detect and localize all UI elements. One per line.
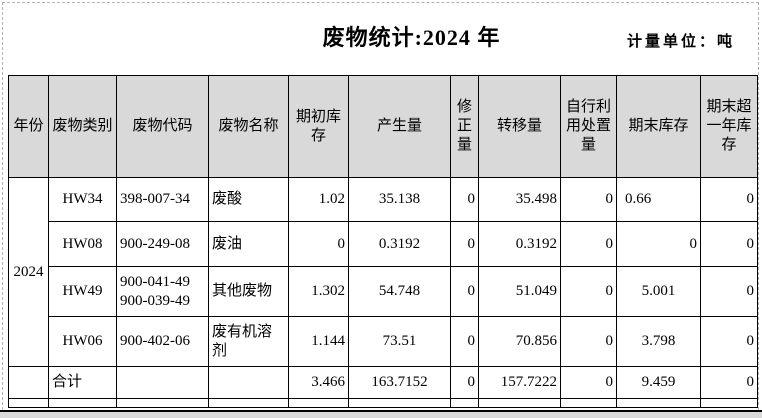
cell-generated[interactable]: 35.138 <box>348 177 451 222</box>
cell-name[interactable]: 其他废物 <box>208 266 289 317</box>
cell-transferred[interactable]: 51.049 <box>478 266 561 317</box>
cell-code[interactable]: 900-402-06 <box>116 316 209 367</box>
cell-generated[interactable]: 0.3192 <box>348 221 451 267</box>
cell-name[interactable]: 废酸 <box>208 177 289 222</box>
year-cell[interactable]: 2024 <box>8 177 49 367</box>
total-name-empty[interactable] <box>208 366 289 399</box>
cell-name[interactable]: 废有机溶剂 <box>208 316 289 367</box>
cell-opening[interactable]: 0 <box>288 221 349 267</box>
cell-code[interactable]: 900-249-08 <box>116 221 209 267</box>
cell-transferred[interactable]: 35.498 <box>478 177 561 222</box>
cell-over-one-year[interactable]: 0 <box>700 316 758 367</box>
header-generated-amount[interactable]: 产生量 <box>348 75 451 178</box>
cell-corrected[interactable]: 0 <box>450 221 479 267</box>
bottom-rule <box>0 410 762 412</box>
cell-closing[interactable]: 0 <box>616 221 701 267</box>
page-break-dashed-line-right <box>758 2 759 410</box>
cell-category[interactable]: HW08 <box>48 221 117 267</box>
header-over-one-year-stock[interactable]: 期末超一年库存 <box>700 75 758 178</box>
cell-closing[interactable]: 3.798 <box>616 316 701 367</box>
cell-self-disposed[interactable]: 0 <box>560 316 617 367</box>
header-row: 年份 废物类别 废物代码 废物名称 期初库存 产生量 修正量 转移量 自行利用处… <box>8 75 758 178</box>
table-row: HW06 900-402-06 废有机溶剂 1.144 73.51 0 70.8… <box>9 316 758 367</box>
cell-generated[interactable]: 54.748 <box>348 266 451 317</box>
header-self-disposal-amount[interactable]: 自行利用处置量 <box>560 75 617 178</box>
cell-opening[interactable]: 1.302 <box>288 266 349 317</box>
cell-name[interactable]: 废油 <box>208 221 289 267</box>
waste-statistics-table: 年份 废物类别 废物代码 废物名称 期初库存 产生量 修正量 转移量 自行利用处… <box>8 75 758 408</box>
page-title[interactable]: 废物统计:2024 年 <box>322 25 501 50</box>
cell-opening[interactable]: 1.02 <box>288 177 349 222</box>
total-self-disposed[interactable]: 0 <box>560 366 617 399</box>
cell-over-one-year[interactable]: 0 <box>700 266 758 317</box>
total-over-one-year[interactable]: 0 <box>700 366 758 399</box>
bottom-gray-strip <box>0 412 762 418</box>
cell-category[interactable]: HW34 <box>48 177 117 222</box>
header-waste-name[interactable]: 废物名称 <box>208 75 289 178</box>
header-waste-category[interactable]: 废物类别 <box>48 75 117 178</box>
total-code-empty[interactable] <box>116 366 209 399</box>
cell-over-one-year[interactable]: 0 <box>700 221 758 267</box>
cell-self-disposed[interactable]: 0 <box>560 221 617 267</box>
cell-category[interactable]: HW49 <box>48 266 117 317</box>
total-opening[interactable]: 3.466 <box>288 366 349 399</box>
table-row: HW49 900-041-49 900-039-49 其他废物 1.302 54… <box>9 266 758 317</box>
header-waste-code[interactable]: 废物代码 <box>116 75 209 178</box>
cell-transferred[interactable]: 70.856 <box>478 316 561 367</box>
header-year[interactable]: 年份 <box>8 75 49 178</box>
header-closing-stock[interactable]: 期末库存 <box>616 75 701 178</box>
total-year-cell-empty[interactable] <box>8 366 49 399</box>
page-break-dashed-line-left <box>2 2 3 410</box>
cell-code[interactable]: 900-041-49 900-039-49 <box>116 266 209 317</box>
cell-closing[interactable]: 5.001 <box>616 266 701 317</box>
total-row: 合计 3.466 163.7152 0 157.7222 0 9.459 0 <box>8 366 758 399</box>
total-transferred[interactable]: 157.7222 <box>478 366 561 399</box>
cell-opening[interactable]: 1.144 <box>288 316 349 367</box>
cell-corrected[interactable]: 0 <box>450 316 479 367</box>
cell-closing[interactable]: 0.66 <box>616 177 701 222</box>
cell-code[interactable]: 398-007-34 <box>116 177 209 222</box>
cell-corrected[interactable]: 0 <box>450 266 479 317</box>
header-opening-stock[interactable]: 期初库存 <box>288 75 349 178</box>
header-corrected-amount[interactable]: 修正量 <box>450 75 479 178</box>
page-break-dashed-line-top <box>2 2 759 3</box>
total-corrected[interactable]: 0 <box>450 366 479 399</box>
cell-self-disposed[interactable]: 0 <box>560 266 617 317</box>
unit-label[interactable]: 计量单位：吨 <box>626 34 735 50</box>
table-row: HW08 900-249-08 废油 0 0.3192 0 0.3192 0 0… <box>9 221 758 267</box>
total-label[interactable]: 合计 <box>48 366 117 399</box>
total-generated[interactable]: 163.7152 <box>348 366 451 399</box>
cell-self-disposed[interactable]: 0 <box>560 177 617 222</box>
cell-over-one-year[interactable]: 0 <box>700 177 758 222</box>
cell-generated[interactable]: 73.51 <box>348 316 451 367</box>
empty-grid-row <box>8 398 758 408</box>
header-transferred-amount[interactable]: 转移量 <box>478 75 561 178</box>
cell-category[interactable]: HW06 <box>48 316 117 367</box>
table-row: 2024 HW34 398-007-34 废酸 1.02 35.138 0 35… <box>8 177 758 367</box>
total-closing[interactable]: 9.459 <box>616 366 701 399</box>
cell-corrected[interactable]: 0 <box>450 177 479 222</box>
cell-transferred[interactable]: 0.3192 <box>478 221 561 267</box>
